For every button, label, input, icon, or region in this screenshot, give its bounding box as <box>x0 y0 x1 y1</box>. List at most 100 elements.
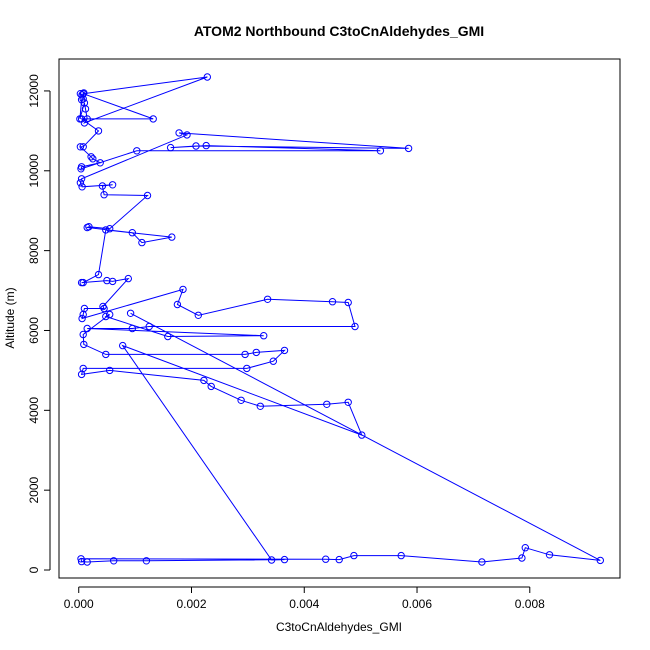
y-tick-label: 8000 <box>27 237 41 264</box>
data-point <box>89 155 97 163</box>
data-point <box>179 285 187 294</box>
data-point <box>77 555 85 563</box>
data-point <box>263 295 272 303</box>
x-tick-label: 0.006 <box>402 597 432 611</box>
series-line <box>79 76 601 563</box>
data-point <box>164 332 172 341</box>
data-point <box>81 105 90 113</box>
data-point <box>124 274 133 283</box>
data-point <box>358 431 366 439</box>
data-point <box>397 551 405 560</box>
data-point <box>78 91 86 99</box>
data-point <box>351 322 359 331</box>
data-point <box>80 340 88 349</box>
data-point <box>596 556 604 565</box>
x-axis: 0.000 0.002 0.004 0.006 0.008 <box>64 586 545 611</box>
data-point <box>102 312 110 321</box>
data-point <box>102 226 110 234</box>
data-point <box>100 191 108 199</box>
data-point <box>344 398 352 406</box>
data-point <box>267 556 276 564</box>
data-point <box>83 558 91 566</box>
data-point <box>145 322 153 331</box>
data-point <box>237 396 245 404</box>
y-axis-label: Altitude (m) <box>3 287 17 348</box>
data-point <box>79 90 87 98</box>
data-point <box>138 238 146 247</box>
data-point <box>83 324 91 333</box>
data-point <box>77 278 86 287</box>
data-point <box>335 555 343 564</box>
data-point <box>260 332 268 340</box>
y-tick-label: 2000 <box>27 476 41 503</box>
data-point <box>83 223 91 232</box>
plot-frame <box>58 58 621 579</box>
y-axis: 0 2000 4000 6000 8000 10000 12000 <box>27 74 51 573</box>
data-point <box>175 129 183 137</box>
data-point <box>207 382 215 391</box>
data-point <box>76 179 85 187</box>
data-point <box>133 147 141 155</box>
data-point <box>192 142 200 150</box>
y-tick-label: 6000 <box>27 317 41 344</box>
data-point <box>78 183 86 191</box>
data-point <box>322 555 330 563</box>
data-point <box>108 181 117 189</box>
data-point <box>280 346 289 355</box>
data-point <box>256 402 264 410</box>
data-point <box>77 115 86 123</box>
data-point <box>350 551 358 560</box>
x-tick-label: 0.008 <box>515 597 545 611</box>
data-point <box>194 311 203 319</box>
data-point <box>87 153 95 161</box>
data-point <box>96 159 104 167</box>
data-point <box>202 141 210 150</box>
data-point <box>344 298 352 307</box>
data-point <box>149 115 157 123</box>
data-point <box>76 143 85 151</box>
data-point <box>77 175 86 183</box>
data-point <box>102 350 110 359</box>
chart-title: ATOM2 Northbound C3toCnAldehydes_GMI <box>194 23 484 39</box>
data-point <box>98 182 107 190</box>
data-point <box>126 309 135 317</box>
data-point <box>166 143 175 152</box>
data-point <box>200 376 208 385</box>
data-point <box>478 558 486 566</box>
data-point <box>94 127 103 135</box>
y-tick-label: 0 <box>27 566 41 573</box>
data-point <box>252 348 260 357</box>
x-tick-label: 0.004 <box>289 597 319 611</box>
y-tick-label: 4000 <box>27 397 41 424</box>
data-point <box>376 147 385 155</box>
data-point <box>79 310 87 319</box>
data-point <box>143 191 152 200</box>
data-point <box>77 370 86 379</box>
data-point <box>110 557 118 565</box>
x-tick-label: 0.002 <box>176 597 206 611</box>
data-point <box>521 544 529 552</box>
data-point <box>100 304 108 313</box>
data-point <box>518 554 526 562</box>
data-point <box>545 551 554 559</box>
data-point <box>323 400 331 408</box>
data-point <box>243 364 251 373</box>
x-axis-label: C3toCnAldehydes_GMI <box>276 620 402 634</box>
data-point <box>106 310 114 319</box>
data-point <box>77 165 85 173</box>
data-point <box>128 324 137 333</box>
data-point <box>173 300 182 309</box>
data-point <box>77 557 86 566</box>
x-tick-label: 0.000 <box>64 597 94 611</box>
data-point <box>404 144 413 153</box>
data-point <box>269 357 277 365</box>
data-point <box>183 131 191 139</box>
data-point <box>106 225 114 233</box>
data-point <box>241 350 249 359</box>
data-point <box>79 330 87 339</box>
data-point <box>79 143 87 151</box>
data-point <box>328 298 337 306</box>
data-point <box>142 557 151 565</box>
series-layer <box>76 73 604 566</box>
